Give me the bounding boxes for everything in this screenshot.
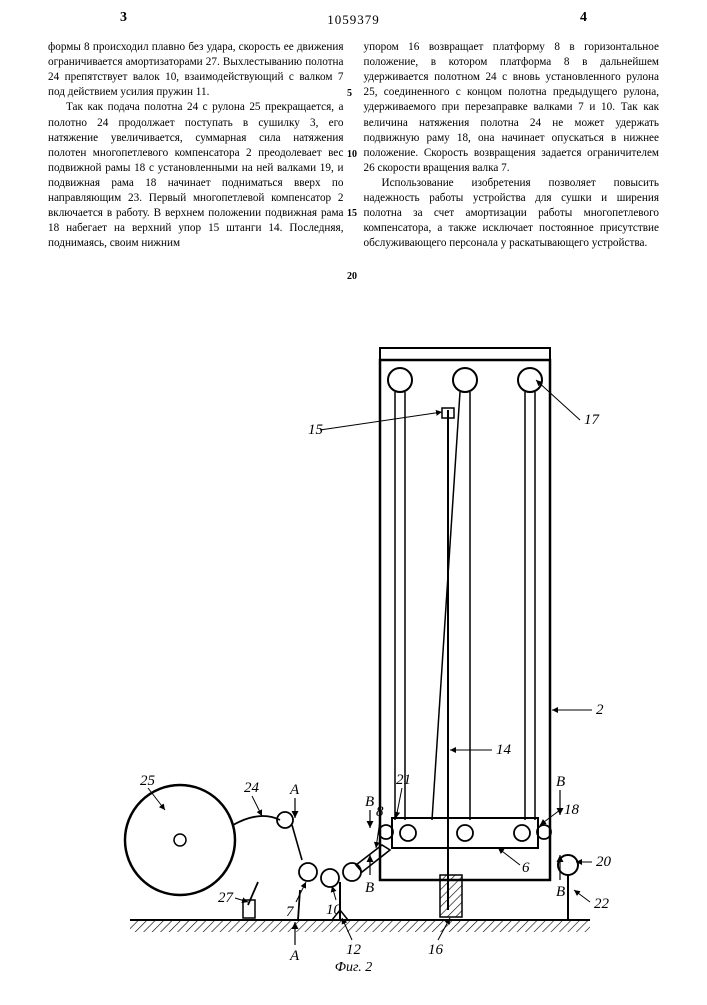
line-number: 5 xyxy=(347,88,357,99)
figure-label: 14 xyxy=(496,742,512,758)
paragraph: упором 16 возвращает платформу 8 в гориз… xyxy=(364,40,660,176)
figure-label: В xyxy=(365,794,374,810)
figure-label: 7 xyxy=(286,904,295,920)
figure-diagram: 25 24 А А 27 7 10 12 В В 8 15 17 14 2 21… xyxy=(0,320,707,1000)
figure-label: 22 xyxy=(594,896,610,912)
line-number: 20 xyxy=(347,271,357,282)
figure-label: 15 xyxy=(308,422,324,438)
figure-label: 12 xyxy=(346,942,362,958)
page-number-right: 4 xyxy=(580,10,587,26)
figure-label: 20 xyxy=(596,854,612,870)
figure-label: 24 xyxy=(244,780,260,796)
column-right: упором 16 возвращает платформу 8 в гориз… xyxy=(364,40,660,252)
figure-label: 10 xyxy=(326,902,342,918)
figure-caption: Фиг. 2 xyxy=(0,960,707,976)
figure-label: В xyxy=(556,774,565,790)
figure-label: 27 xyxy=(218,890,235,906)
figure-label: 8 xyxy=(376,804,384,820)
figure-label: 16 xyxy=(428,942,444,958)
line-number: 10 xyxy=(347,149,357,160)
figure-label: 17 xyxy=(584,412,601,428)
line-number: 15 xyxy=(347,208,357,219)
paragraph: формы 8 происходил плавно без удара, ско… xyxy=(48,40,344,100)
column-left: формы 8 происходил плавно без удара, ско… xyxy=(48,40,344,252)
document-number: 1059379 xyxy=(0,12,707,28)
figure-label: 6 xyxy=(522,860,530,876)
paragraph: Так как подача полотна 24 с рулона 25 пр… xyxy=(48,100,344,251)
figure-label: В xyxy=(556,884,565,900)
figure-label: В xyxy=(365,880,374,896)
page-number-left: 3 xyxy=(120,10,127,26)
figure-label: А xyxy=(289,782,300,798)
line-number-gutter: 5 10 15 20 xyxy=(347,60,357,282)
figure-label: 21 xyxy=(396,772,411,788)
figure-label: 18 xyxy=(564,802,580,818)
figure-label: 2 xyxy=(596,702,604,718)
figure-label: 25 xyxy=(140,773,156,789)
paragraph: Использование изобретения позволяет повы… xyxy=(364,176,660,252)
